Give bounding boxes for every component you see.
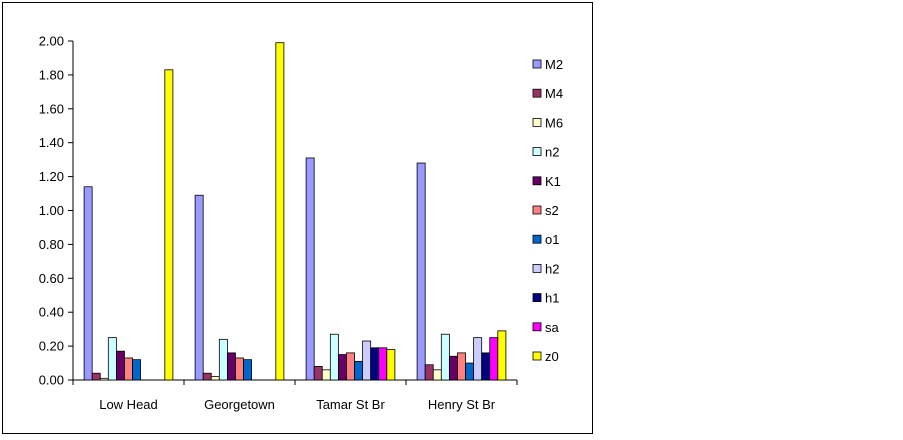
legend-label-k1: K1	[545, 174, 561, 189]
bar-z0	[275, 42, 285, 381]
bar-z0	[386, 349, 396, 381]
bar-k1	[337, 354, 347, 381]
bar-m6	[99, 377, 109, 381]
legend-label-m2: M2	[545, 57, 563, 72]
legend-swatch-h2	[532, 263, 542, 273]
y-tick-label: 0.20	[39, 339, 64, 354]
legend-swatch-m2	[532, 59, 542, 69]
y-tick-label: 1.00	[39, 203, 64, 218]
legend-label-m4: M4	[545, 86, 563, 101]
bar-m2	[305, 157, 315, 381]
legend-label-h2: h2	[545, 261, 559, 276]
bar-m4	[313, 366, 323, 381]
bar-k1	[448, 355, 458, 381]
legend-label-o1: o1	[545, 232, 559, 247]
legend: M2 M4 M6 n2 K1 s2 o1 h2 h1 sa z0	[532, 57, 563, 364]
legend-label-s2: s2	[545, 203, 559, 218]
bar-s2	[457, 352, 466, 381]
legend-swatch-h1	[532, 293, 542, 303]
y-tick-label: 0.80	[39, 237, 64, 252]
legend-swatch-m6	[532, 118, 542, 127]
legend-label-h1: h1	[545, 291, 559, 306]
x-category-label: Low Head	[99, 397, 158, 412]
bar-m6	[210, 376, 220, 381]
x-category-label: Tamar St Br	[316, 397, 385, 412]
bar-o1	[465, 362, 475, 381]
bar-n2	[440, 333, 450, 381]
bars	[83, 42, 507, 381]
legend-label-z0: z0	[545, 349, 559, 364]
chart-frame: 0.00 0.20 0.40 0.60 0.80 1.00 1.20 1.40 1.60 1.80…	[2, 2, 593, 434]
bar-s2	[124, 357, 133, 381]
y-tick-label: 1.40	[39, 135, 64, 150]
legend-swatch-z0	[532, 351, 542, 361]
y-tick-label: 1.60	[39, 101, 64, 116]
y-tick-label: 2.00	[39, 34, 64, 49]
bar-o1	[354, 360, 364, 381]
x-category-label: Georgetown	[204, 397, 275, 412]
bar-sa	[489, 337, 499, 381]
bar-h1	[370, 347, 380, 381]
bar-chart: 0.00 0.20 0.40 0.60 0.80 1.00 1.20 1.40 1.60 1.80…	[39, 34, 563, 413]
bar-m6	[432, 369, 442, 381]
bar-h2	[362, 340, 372, 381]
bar-s2	[235, 357, 244, 381]
bar-k1	[115, 350, 125, 381]
legend-swatch-s2	[532, 205, 542, 215]
bar-n2	[218, 338, 228, 381]
bar-o1	[132, 359, 142, 381]
bar-h2	[473, 337, 483, 381]
bar-o1	[243, 359, 253, 381]
bar-m2	[416, 162, 426, 381]
y-tick-label: 0.40	[39, 305, 64, 320]
legend-label-m6: M6	[545, 115, 563, 130]
legend-swatch-k1	[532, 176, 542, 186]
x-category-label: Henry St Br	[428, 397, 496, 412]
bar-m4	[424, 364, 434, 381]
bar-m2	[194, 194, 204, 381]
legend-swatch-o1	[532, 234, 542, 244]
bar-s2	[346, 352, 355, 381]
legend-swatch-m4	[532, 88, 542, 98]
y-tick-label: 0.60	[39, 271, 64, 286]
bar-n2	[329, 333, 339, 381]
bar-z0	[164, 69, 174, 381]
x-axis: Low Head Georgetown Tamar St Br Henry St Br	[72, 379, 518, 412]
bar-h1	[481, 352, 491, 381]
legend-swatch-n2	[532, 147, 542, 157]
y-axis: 0.00 0.20 0.40 0.60 0.80 1.00 1.20 1.40 1.60 1.80…	[39, 34, 74, 388]
legend-label-sa: sa	[545, 320, 560, 335]
legend-swatch-sa	[532, 322, 542, 332]
bar-m4	[202, 372, 212, 381]
bar-m4	[91, 372, 101, 381]
bar-m2	[83, 186, 93, 381]
bar-m6	[321, 369, 331, 381]
bar-z0	[497, 330, 507, 381]
y-tick-label: 1.80	[39, 67, 64, 82]
bar-sa	[378, 347, 388, 381]
y-tick-label: 1.20	[39, 169, 64, 184]
bar-n2	[107, 337, 117, 381]
legend-label-n2: n2	[545, 145, 559, 160]
bar-k1	[226, 352, 236, 381]
y-tick-label: 0.00	[39, 373, 64, 388]
